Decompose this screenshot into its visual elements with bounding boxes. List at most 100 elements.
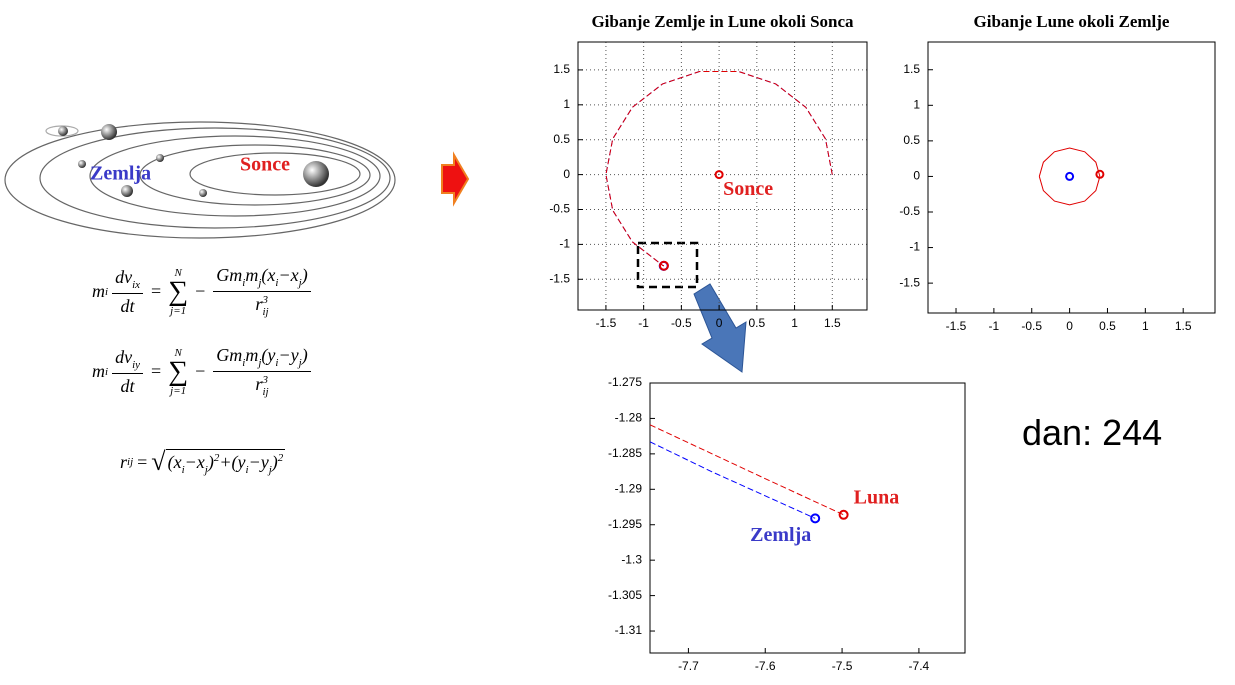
y-tick-label: 1.5 [553, 62, 570, 76]
solar-illustration [4, 121, 396, 239]
eq-part: j [258, 357, 262, 369]
position-marker [658, 260, 669, 271]
eq-part: N [174, 346, 182, 359]
x-tick-label: 1 [1142, 319, 1149, 333]
eq-part: i [242, 357, 246, 369]
eq-part: ( [231, 451, 238, 472]
y-tick-label: -1.5 [899, 275, 920, 289]
x-tick-label: -1 [989, 319, 1000, 333]
series-label: Zemlja [750, 524, 811, 546]
earth-label: Zemlja [90, 163, 151, 185]
eq-part: 2 [213, 451, 220, 464]
eq-part: ) [301, 345, 308, 365]
eq-part: m [92, 361, 105, 381]
chart-title: Gibanje Zemlje in Lune okoli Sonca [591, 12, 854, 31]
y-tick-label: 1 [913, 97, 920, 111]
x-tick-label: -7.4 [909, 659, 930, 673]
eq-part: i [242, 277, 246, 289]
eq-part: y [237, 451, 246, 472]
x-tick-label: -1.5 [596, 316, 617, 330]
eq-part: m [245, 265, 259, 285]
x-tick-label: -7.7 [678, 659, 699, 673]
eq-part: − [278, 265, 291, 285]
eq-part: = [151, 281, 162, 301]
zoom-arrow [693, 283, 747, 373]
series-line [1038, 147, 1101, 177]
eq-part: j [204, 463, 208, 476]
eq-part: (xi−xj)2+(yi−yj)2 [165, 448, 286, 476]
eq-part: N ∑ j=1 [168, 347, 188, 397]
series-line [649, 424, 844, 516]
eq-part: dv [115, 266, 133, 287]
planets [58, 124, 329, 197]
x-tick-label: -0.5 [1021, 319, 1042, 333]
eq-part: j [298, 277, 302, 289]
eq-part: m i dvix dt = N ∑ j=1− Gmimj(xi−xj) r 3 ij [92, 265, 315, 318]
y-tick-label: -1.29 [615, 481, 643, 495]
eq-part: j=1 [170, 384, 187, 397]
x-tick-label: 1.5 [1175, 319, 1192, 333]
x-tick-label: 0.5 [1099, 319, 1116, 333]
eq-part: − [184, 451, 197, 472]
x-tick-label: -1.5 [946, 319, 967, 333]
x-tick-label: -1 [638, 316, 649, 330]
eq-part: i [105, 285, 109, 298]
y-tick-label: -1.3 [621, 552, 642, 566]
eq-part: dt [120, 295, 135, 316]
y-tick-label: 0.5 [903, 133, 920, 147]
eq-part: Gmimj(xi−xj) [213, 265, 311, 292]
zoom-box [636, 241, 699, 289]
eq-part: ij [127, 456, 134, 468]
x-tick-label: 0 [1066, 319, 1073, 333]
y-tick-label: 1 [563, 97, 570, 111]
arrow [441, 151, 470, 207]
eq-part: 2 [277, 451, 284, 464]
eq-part: N ∑ j=1 [168, 267, 188, 317]
eq-part: r ij = √ (xi−xj)2+(yi−yj)2 [120, 447, 286, 477]
eq-part: j [268, 463, 272, 476]
eq-part: 3 [262, 294, 268, 306]
eq-part: m i dviy dt = N ∑ j=1− Gmimj(yi−yj) r 3 ij [92, 345, 315, 398]
eq-part: Gm [216, 345, 243, 365]
eq-part: 3 [262, 374, 268, 386]
series-line [605, 71, 833, 267]
eq-part: x [173, 451, 182, 472]
y-tick-label: -1 [559, 237, 570, 251]
eq-part: 3 ij [262, 294, 268, 318]
eq-part: iy [132, 358, 141, 371]
point-marker [714, 170, 724, 180]
eq-part: j [298, 357, 302, 369]
y-tick-label: 1.5 [903, 62, 920, 76]
y-tick-label: -1.305 [608, 588, 642, 602]
eq-part: Gm [216, 265, 243, 285]
eq-part: r [120, 451, 128, 472]
plot-frame [649, 382, 966, 654]
eq-part: dviy [112, 346, 144, 374]
eq-part: ( [261, 345, 268, 365]
y-tick-label: -1.28 [615, 411, 643, 425]
eq-part: i [105, 365, 109, 378]
eq-part: dv [115, 346, 133, 367]
eq-part: dvix [112, 266, 144, 294]
position-marker [810, 513, 821, 524]
x-tick-label: -0.5 [671, 316, 692, 330]
eq-part: ) [301, 265, 308, 285]
eq-part: m [92, 281, 105, 301]
eq-part: m [245, 345, 259, 365]
series-line [605, 71, 833, 267]
counter-value: 244 [1102, 412, 1163, 453]
x-tick-label: 0 [716, 316, 723, 330]
eq-part: r [255, 294, 263, 315]
eq-part: j [258, 277, 262, 289]
eq-part: ij [262, 306, 269, 318]
y-tick-label: -1.31 [615, 623, 643, 637]
x-tick-label: 1.5 [824, 316, 841, 330]
eq-part: x [290, 265, 299, 285]
eq-part: − [195, 281, 206, 301]
eq-part: ) [271, 451, 278, 472]
eq-part: N [174, 266, 182, 279]
chart-title: Gibanje Lune okoli Zemlje [974, 12, 1170, 31]
y-tick-label: -1.275 [608, 375, 642, 389]
y-tick-label: -0.5 [899, 204, 920, 218]
eq-part: i [245, 463, 249, 476]
